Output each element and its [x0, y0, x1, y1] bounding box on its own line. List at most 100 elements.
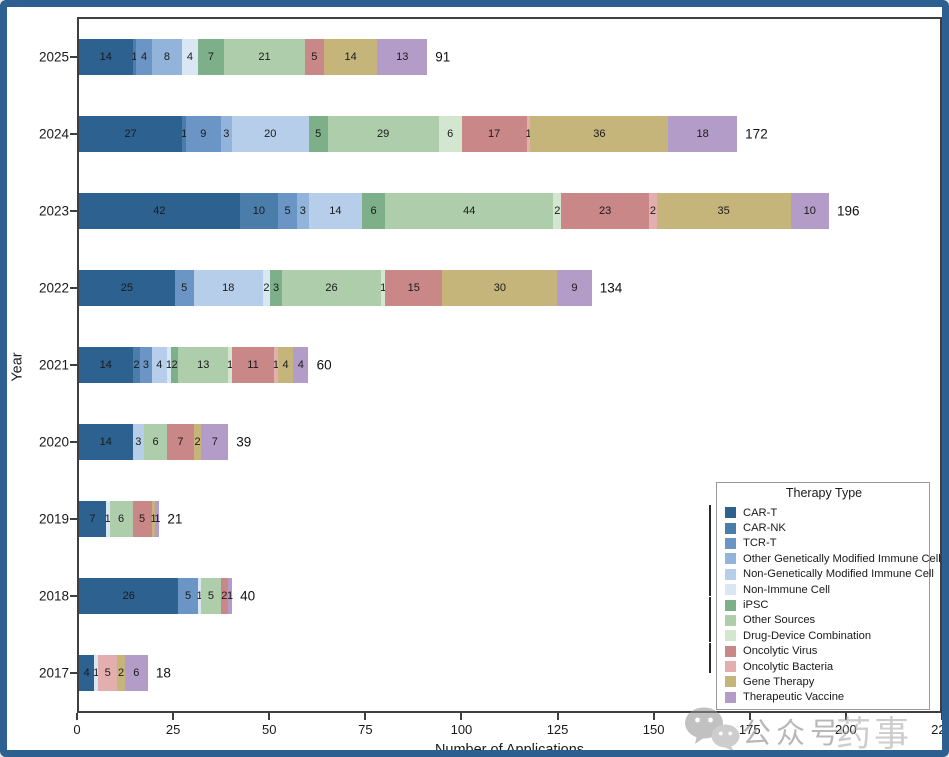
legend-swatch — [725, 568, 736, 580]
legend-item-ipsc: iPSC — [725, 597, 923, 612]
segment-value: 5 — [315, 128, 322, 141]
legend-label: Oncolytic Virus — [743, 645, 818, 658]
year-label: 2022 — [38, 280, 69, 296]
segment-value: 4 — [156, 359, 163, 371]
legend-items: CAR-T CAR-NK TCR-T Other Genetically Modifi… — [725, 505, 941, 705]
group-bracket-line — [709, 597, 711, 642]
bar-segment-car_t: 14 — [79, 347, 133, 383]
bar-segment-gene_therapy: 35 — [656, 193, 791, 230]
segment-value: 42 — [153, 205, 166, 218]
bar-segment-tcr_t: 4 — [136, 39, 152, 76]
segment-value: 6 — [447, 128, 454, 141]
x-tick-mark — [172, 713, 175, 720]
x-tick-label: 0 — [73, 722, 81, 737]
bar-segment-other_gen_mod: 8 — [151, 39, 183, 76]
bar-segment-drug_device: 6 — [438, 116, 462, 153]
bar-segment-tcr_t: 5 — [178, 577, 198, 614]
bar-segment-non_immune: 4 — [182, 39, 198, 76]
segment-value: 21 — [258, 51, 271, 64]
bar-segment-vaccine: 10 — [790, 193, 829, 230]
bar-segment-tcr_t: 5 — [277, 193, 298, 230]
bar-segment-onc_bacteria: 1 — [525, 116, 532, 153]
x-tick-label: 125 — [546, 722, 569, 737]
bar-segment-tcr_t: 9 — [186, 116, 221, 153]
bar-segment-other_sources: 13 — [178, 347, 229, 383]
x-tick-mark — [460, 713, 463, 720]
legend-label: Other Sources — [743, 614, 816, 627]
bar-segment-onc_bacteria: 5 — [98, 654, 118, 691]
bar-segment-onc_virus: 7 — [166, 423, 194, 460]
bar-segment-car_nk: 10 — [239, 193, 278, 230]
segment-value: 1 — [181, 128, 188, 141]
bar-segment-tcr_t: 5 — [174, 270, 194, 307]
segment-value: 4 — [186, 51, 193, 64]
legend-item-drug_device: Drug-Device Combination — [725, 628, 923, 643]
year-label: 2019 — [38, 511, 69, 527]
segment-value: 6 — [133, 666, 140, 679]
segment-value: 18 — [222, 282, 235, 295]
bar-total: 172 — [745, 126, 768, 142]
bar-segment-ipsc: 3 — [270, 270, 282, 307]
bar-segment-car_nk: 1 — [181, 116, 188, 153]
y-tick-mark — [70, 364, 77, 366]
segment-value: 18 — [696, 128, 709, 141]
year-label: 2018 — [38, 588, 69, 604]
bar-row: 2023 42 10 5 3 14 6 44 2 23 2 35 10 196 — [39, 173, 940, 250]
legend-label: CAR-NK — [743, 522, 786, 535]
segment-value: 44 — [463, 205, 476, 218]
bar-segment-onc_virus: 5 — [132, 500, 152, 537]
bar-segment-onc_virus: 5 — [304, 39, 324, 76]
bar-segment-car_t: 27 — [79, 116, 183, 153]
legend-swatch — [725, 645, 736, 657]
bar-total: 39 — [236, 434, 252, 450]
bar-segment-car_t: 42 — [79, 193, 240, 230]
legend-label: Other Genetically Modified Immune Cell — [743, 552, 941, 565]
segment-value: 17 — [488, 128, 501, 141]
segment-value: 14 — [329, 205, 342, 218]
year-label: 2020 — [38, 434, 69, 450]
x-tick-label: 75 — [358, 722, 373, 737]
segment-value: 1 — [525, 128, 532, 141]
stacked-bar: 26 5 1 5 2 1 — [79, 577, 233, 614]
x-axis: 0255075100125150175200225 — [73, 713, 942, 745]
legend-swatch — [725, 584, 736, 596]
bar-segment-vaccine: 7 — [201, 423, 229, 460]
y-tick-mark — [70, 671, 77, 674]
legend-swatch — [725, 676, 736, 688]
legend-label: Gene Therapy — [743, 675, 815, 688]
segment-value: 5 — [181, 282, 188, 295]
bar-segment-tcr_t: 3 — [140, 347, 152, 383]
bar-segment-onc_virus: 2 — [220, 577, 229, 614]
bar-segment-onc_bacteria: 2 — [649, 193, 657, 230]
bar-row: 2022 25 5 18 2 3 26 1 15 30 9 134 — [39, 250, 940, 327]
year-label: 2025 — [38, 49, 69, 65]
x-tick-label: 225 — [931, 722, 946, 737]
bar-segment-non_immune: 1 — [196, 577, 203, 614]
stacked-bar: 42 10 5 3 14 6 44 2 23 2 35 10 — [79, 193, 829, 230]
legend-title: Therapy Type — [785, 486, 863, 500]
bar-segment-non_immune: 1 — [93, 654, 100, 691]
group-bracket-line — [709, 643, 711, 673]
legend-label: Non-Genetically Modified Immune Cell — [743, 568, 934, 581]
x-tick-mark — [748, 713, 751, 720]
segment-value: 26 — [325, 282, 338, 295]
bar-segment-other_sources: 5 — [201, 577, 221, 614]
bar-segment-drug_device: 1 — [227, 347, 233, 383]
segment-value: 1 — [93, 666, 100, 679]
segment-value: 5 — [139, 512, 146, 525]
bar-segment-other_sources: 26 — [281, 270, 382, 307]
bar-segment-ipsc: 7 — [197, 39, 225, 76]
segment-value: 3 — [223, 128, 230, 141]
y-tick-mark — [70, 287, 77, 290]
year-label: 2023 — [38, 203, 69, 219]
segment-value: 4 — [297, 359, 304, 371]
bar-segment-car_t: 7 — [79, 500, 106, 537]
stacked-bar: 25 5 18 2 3 26 1 15 30 9 — [79, 270, 592, 307]
x-tick-mark — [941, 713, 942, 720]
bar-segment-onc_virus: 17 — [461, 116, 527, 153]
segment-value: 3 — [272, 282, 280, 295]
segment-value: 2 — [117, 666, 125, 679]
segment-value: 1 — [131, 51, 138, 64]
